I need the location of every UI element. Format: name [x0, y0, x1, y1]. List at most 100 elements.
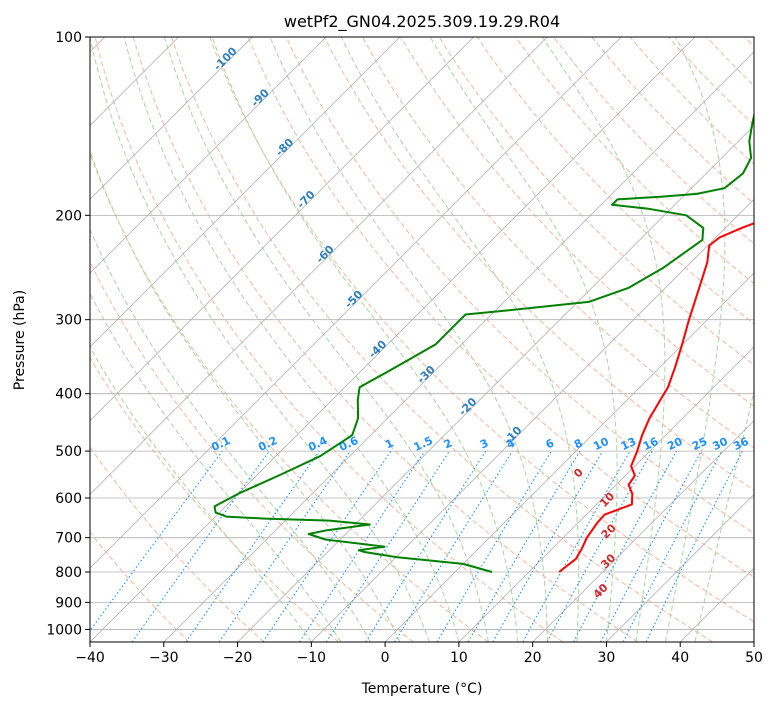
mixing-ratio-line — [600, 450, 702, 642]
dry-adiabat-line — [744, 37, 754, 48]
mixing-ratio-label: 13 — [619, 435, 638, 453]
mixing-ratio-line — [573, 450, 677, 642]
mixing-ratio-label: 10 — [591, 435, 611, 453]
mixing-ratio-line — [467, 450, 581, 642]
dry-adiabat-line — [629, 37, 754, 165]
dry-adiabat-line — [476, 37, 754, 325]
mixing-ratio-line — [522, 450, 631, 642]
plot-frame — [89, 36, 755, 643]
moist-adiabat-line — [123, 37, 460, 642]
dry-adiabat-label: -60 — [314, 242, 337, 265]
dewpoint-profile-line — [213, 111, 754, 573]
mixing-ratio-label: 30 — [711, 435, 731, 453]
y-tick-label: 100 — [55, 30, 82, 46]
x-tick-label: −30 — [149, 650, 179, 666]
moist-adiabats — [90, 37, 754, 642]
isotherm-line — [90, 37, 327, 274]
y-tick-label: 200 — [55, 208, 82, 224]
x-tick-label: 10 — [450, 650, 468, 666]
dry-adiabat-line — [94, 37, 564, 642]
mixing-ratio-line — [262, 450, 392, 642]
dry-adiabat-line — [90, 531, 190, 642]
x-tick-label: 50 — [745, 650, 763, 666]
isotherm-line — [753, 641, 754, 642]
moist-adiabat-line — [541, 37, 666, 642]
mixing-ratio-label: 2 — [442, 436, 454, 451]
isotherm-line — [384, 272, 754, 642]
mixing-ratio-label: 6 — [544, 436, 557, 451]
y-tick-label: 300 — [55, 313, 82, 329]
x-tick-label: 0 — [381, 650, 390, 666]
dry-adiabat-label: -70 — [294, 188, 317, 211]
y-tick-label: 1000 — [46, 622, 82, 638]
moist-adiabat-line — [269, 37, 548, 642]
x-tick-label: −40 — [75, 650, 105, 666]
dry-adiabat-labels: -100-90-80-70-60-50-40-30-20-10 — [211, 44, 525, 447]
isobars — [90, 37, 754, 630]
y-tick-label: 700 — [55, 531, 82, 547]
dry-adiabat-line — [362, 37, 754, 449]
dry-adiabat-line — [515, 37, 754, 285]
moist-adiabat-line — [163, 37, 489, 642]
isotherm-line — [311, 198, 754, 642]
mixing-ratio-line — [325, 450, 450, 642]
y-axis-label: Pressure (hPa) — [12, 290, 28, 390]
dry-adiabat-label: -80 — [273, 135, 296, 158]
x-axis-label: Temperature (°C) — [361, 681, 483, 697]
moist-adiabat-line — [211, 37, 519, 642]
isotherm-line — [90, 37, 401, 348]
dry-adiabat-line — [90, 152, 489, 642]
moist-adiabat-line — [90, 37, 430, 642]
moist-adiabat-line — [694, 389, 754, 642]
dry-adiabat-label: -100 — [211, 44, 240, 73]
moist-adiabat-label: 30 — [598, 551, 618, 571]
moist-adiabat-line — [90, 346, 312, 642]
y-tick-label: 800 — [55, 565, 82, 581]
dry-adiabat-line — [132, 37, 639, 642]
isotherm-line — [679, 567, 754, 642]
isotherm-line — [606, 493, 754, 642]
dry-adiabat-line — [438, 37, 754, 366]
dry-adiabats — [90, 37, 754, 642]
moist-adiabat-line — [340, 37, 580, 642]
y-tick-label: 500 — [55, 444, 82, 460]
moist-adiabat-label: 40 — [591, 581, 611, 601]
mixing-ratio-line — [90, 450, 223, 632]
mixing-ratio-label: 20 — [665, 435, 685, 453]
isotherm-line — [90, 37, 474, 422]
mixing-ratio-line — [546, 450, 653, 642]
dry-adiabat-label: -90 — [249, 86, 272, 109]
dry-adiabat-label: -10 — [501, 424, 524, 447]
x-axis-ticks: −40 −30 −20 −10 0 10 20 30 40 50 — [75, 642, 763, 666]
dry-adiabat-line — [90, 446, 265, 642]
isotherm-line — [90, 37, 253, 200]
moist-adiabat-line — [429, 37, 618, 642]
moist-adiabat-label: 10 — [597, 490, 617, 510]
y-tick-label: 400 — [55, 387, 82, 403]
dry-adiabat-line — [90, 260, 414, 642]
isotherms — [90, 37, 754, 642]
dry-adiabat-line — [209, 37, 754, 623]
isotherm-line — [90, 37, 548, 495]
y-axis-ticks: 100 200 300 400 500 600 700 800 900 1000 — [46, 30, 90, 638]
isotherm-line — [163, 51, 754, 642]
temperature-profile-line — [558, 222, 754, 573]
x-tick-label: 40 — [671, 650, 689, 666]
dry-adiabat-line — [323, 37, 754, 491]
mixing-ratio-line — [131, 450, 270, 642]
isotherm-line — [90, 37, 622, 569]
dry-adiabat-line — [706, 37, 754, 87]
isotherm-line — [90, 37, 696, 642]
dry-adiabat-label: -30 — [415, 363, 438, 386]
mixing-ratio-line — [622, 450, 723, 642]
mixing-ratio-line — [299, 450, 426, 642]
moist-adiabat-line — [90, 149, 401, 642]
isotherm-line — [458, 346, 754, 642]
mixing-ratio-label: 3 — [478, 436, 490, 451]
dry-adiabat-label: -40 — [366, 338, 389, 361]
dry-adiabat-line — [90, 356, 339, 642]
mixing-ratio-line — [218, 450, 351, 642]
mixing-ratio-line — [436, 450, 552, 642]
